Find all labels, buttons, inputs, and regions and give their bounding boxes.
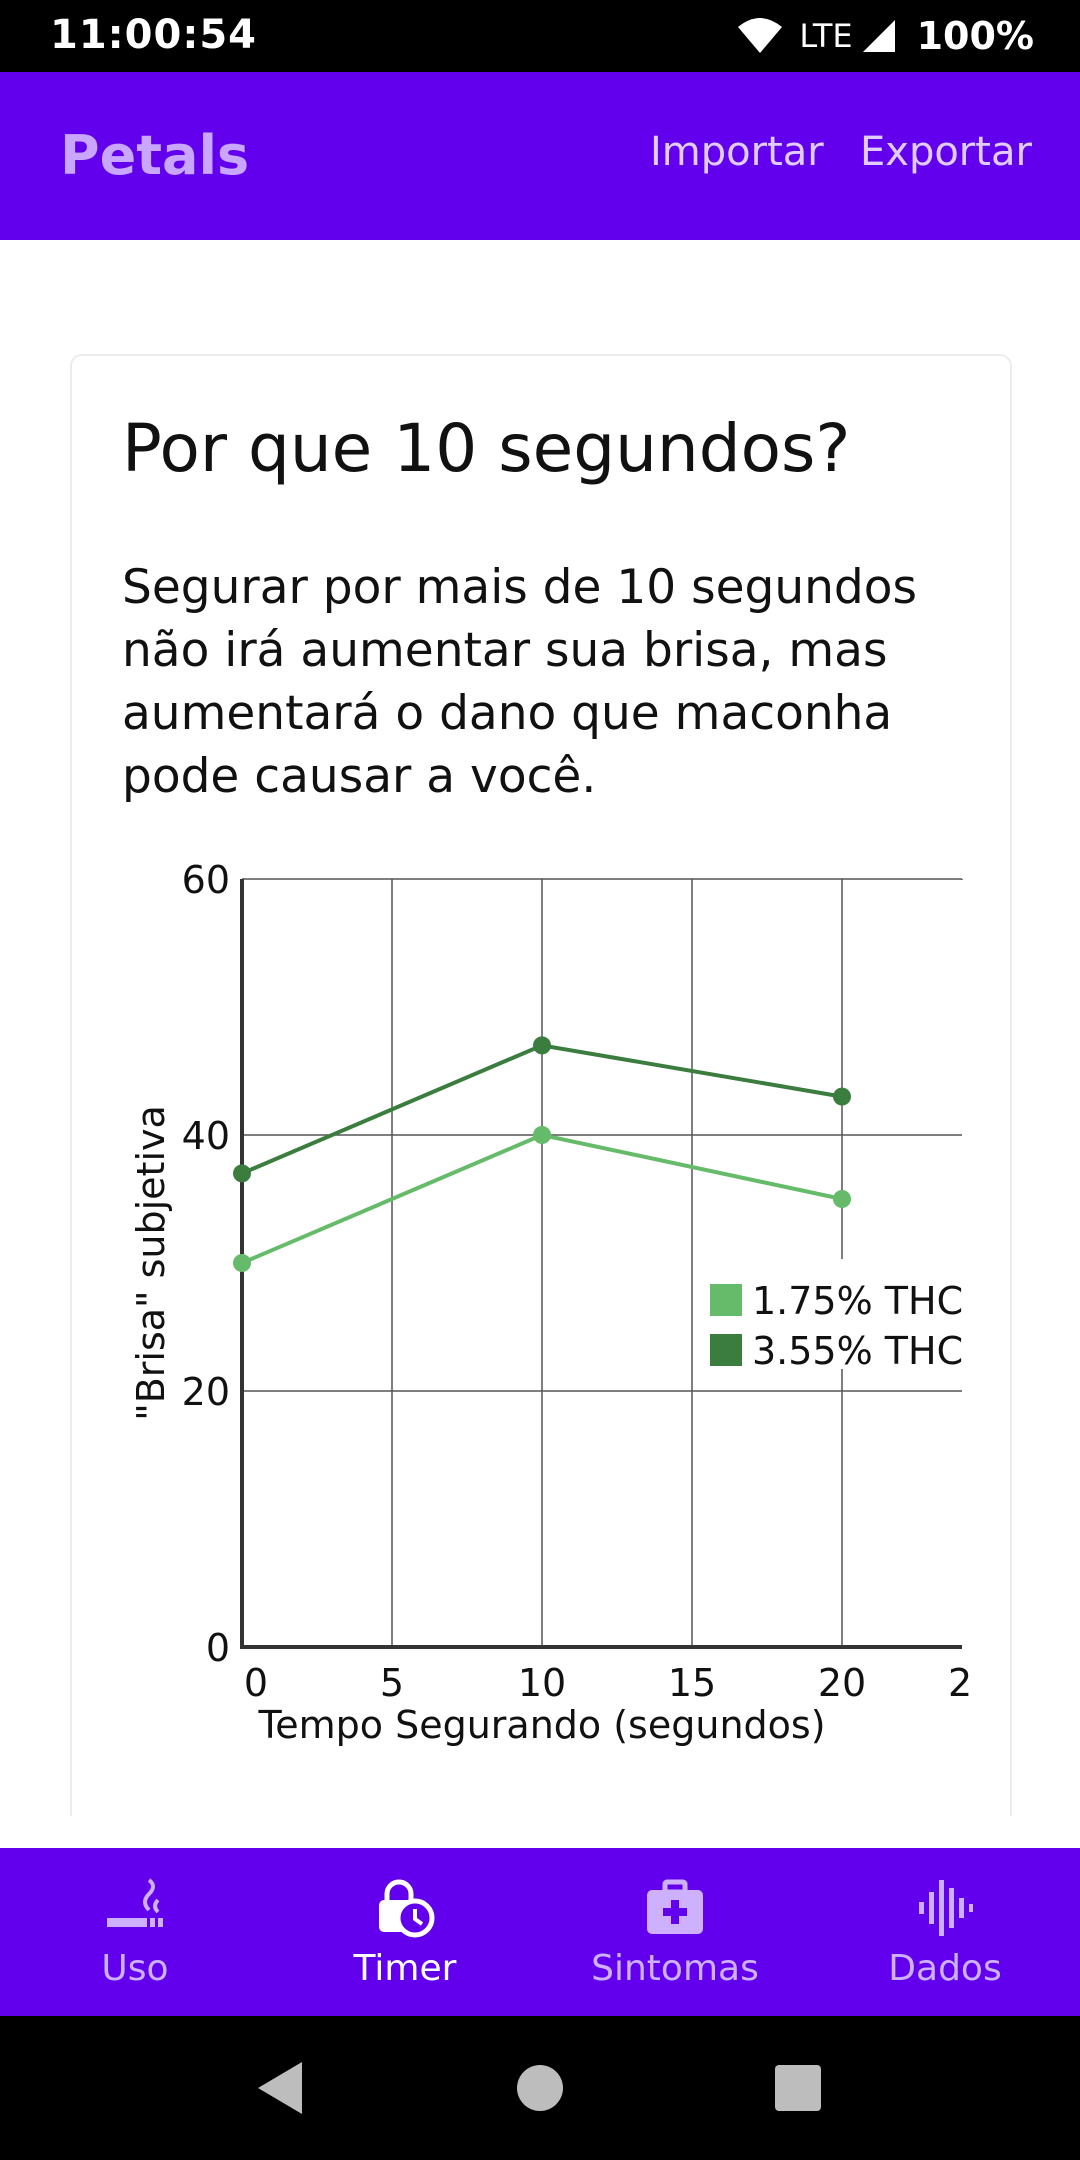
- data-point: [533, 1036, 551, 1055]
- nav-item-sintomas[interactable]: Sintomas: [540, 1848, 810, 2016]
- bottom-navigation: Uso Timer Sintomas: [0, 1848, 1080, 2016]
- info-card: Por que 10 segundos? Segurar por mais de…: [70, 354, 1012, 1816]
- x-tick-label: 20: [818, 1661, 866, 1705]
- data-point: [833, 1087, 851, 1106]
- x-tick-label: 0: [244, 1661, 268, 1705]
- x-tick-label: 10: [518, 1661, 566, 1705]
- nav-item-timer[interactable]: Timer: [270, 1848, 540, 2016]
- data-point: [533, 1126, 551, 1144]
- x-tick-label: 15: [668, 1661, 716, 1705]
- nav-label: Sintomas: [591, 1948, 759, 1989]
- x-axis-label: Tempo Segurando (segundos): [257, 1703, 825, 1747]
- nav-item-uso[interactable]: Uso: [0, 1848, 270, 2016]
- x-tick-labels: 0 5 10 15 20 2: [244, 1661, 972, 1705]
- nav-label: Dados: [888, 1948, 1002, 1989]
- nav-label: Timer: [353, 1948, 457, 1989]
- export-button[interactable]: Exportar: [860, 129, 1032, 175]
- legend-swatch: [710, 1334, 742, 1366]
- holding-time-chart: 0 20 40 60 0 5 10 15 20 2 Tempo Segurando (segun…: [129, 858, 972, 1747]
- app-bar: Petals Importar Exportar: [0, 72, 1080, 240]
- back-icon[interactable]: [250, 2058, 310, 2118]
- card-title: Por que 10 segundos?: [122, 410, 851, 487]
- x-tick-label: 5: [380, 1661, 404, 1705]
- smoking-icon: [107, 1878, 163, 1927]
- status-time: 11:00:54: [50, 12, 257, 58]
- data-point: [833, 1190, 851, 1208]
- nav-item-dados[interactable]: Dados: [810, 1848, 1080, 2016]
- network-type: LTE: [799, 17, 853, 55]
- y-tick-label: 0: [206, 1626, 230, 1670]
- cell-signal-icon: [862, 20, 895, 52]
- legend-swatch: [710, 1284, 742, 1316]
- legend-label: 3.55% THC: [752, 1329, 963, 1373]
- status-indicators: LTE 100%: [737, 12, 1034, 60]
- y-tick-label: 60: [182, 858, 230, 902]
- y-tick-label: 20: [182, 1370, 230, 1414]
- home-icon[interactable]: [510, 2058, 570, 2118]
- waveform-icon: [919, 1880, 973, 1936]
- app-title: Petals: [60, 124, 250, 187]
- data-point: [233, 1254, 251, 1272]
- medical-kit-icon: [647, 1879, 703, 1934]
- chart-series: [233, 1036, 851, 1272]
- legend-label: 1.75% THC: [752, 1279, 963, 1323]
- y-axis-label: "Brisa" subjetiva: [129, 1105, 173, 1421]
- status-bar: 11:00:54 LTE 100%: [0, 0, 1080, 72]
- chart-legend: 1.75% THC 3.55% THC: [702, 1259, 964, 1373]
- recents-icon[interactable]: [768, 2058, 828, 2118]
- legend-background: [702, 1259, 964, 1369]
- y-tick-labels: 0 20 40 60: [182, 858, 230, 1670]
- timer-lock-icon: [379, 1879, 435, 1938]
- data-point: [233, 1164, 251, 1183]
- battery-level: 100%: [916, 14, 1034, 58]
- nav-label: Uso: [101, 1948, 169, 1989]
- wifi-icon: [738, 18, 783, 53]
- x-tick-label: 2: [948, 1661, 972, 1705]
- y-tick-label: 40: [182, 1114, 230, 1158]
- card-description: Segurar por mais de 10 segundos não irá …: [122, 560, 918, 804]
- import-button[interactable]: Importar: [650, 129, 824, 175]
- system-navigation-bar: [0, 2016, 1080, 2160]
